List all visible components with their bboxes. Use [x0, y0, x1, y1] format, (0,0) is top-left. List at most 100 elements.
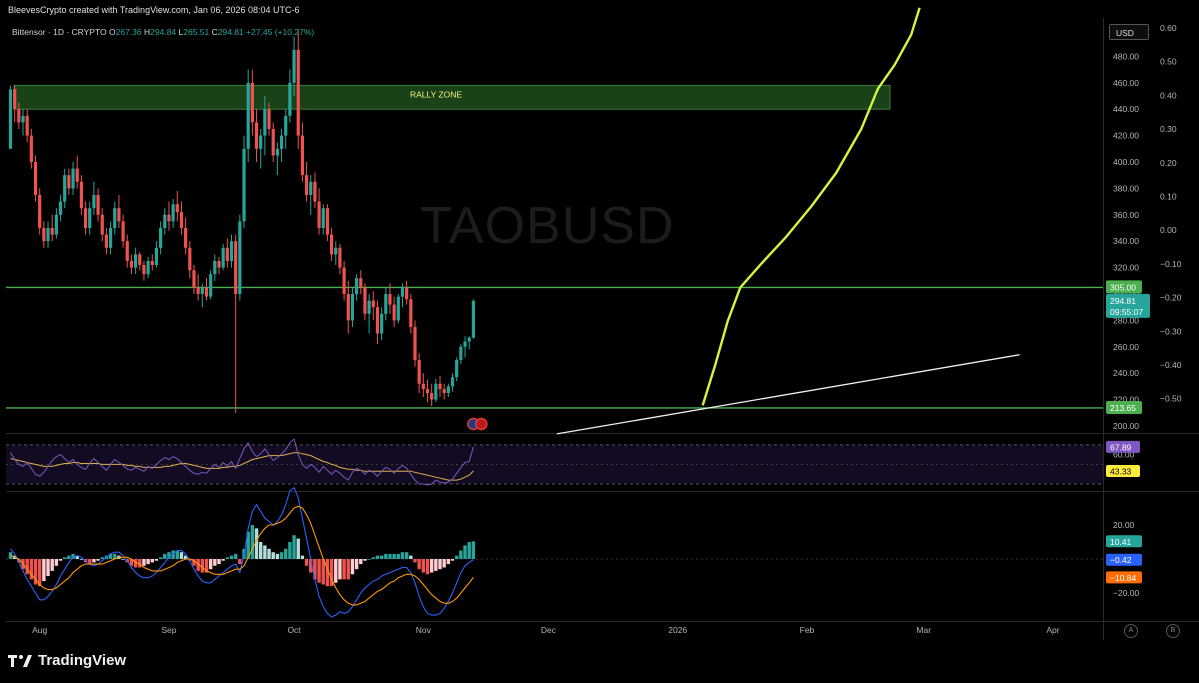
candle-body [92, 195, 96, 209]
projection-curve [701, 7, 921, 406]
change-value: +27.45 (+10.27%) [246, 27, 315, 37]
candle-body [300, 135, 304, 176]
candle-body [413, 327, 417, 360]
high-label: H [144, 27, 151, 37]
macd-histogram-bar [138, 559, 142, 568]
log-scale-button[interactable]: B [1166, 624, 1180, 638]
symbol-legend: Bittensor · 1D · CRYPTO O267.36 H294.84 … [12, 27, 314, 37]
macd-histogram-bar [304, 559, 309, 566]
candle-body [38, 195, 42, 228]
rsi-axis-tick: 60.00 [1113, 450, 1135, 460]
close-label: C [211, 27, 218, 37]
macd-histogram-bar [158, 557, 163, 559]
candle-body [88, 208, 92, 228]
auto-scale-button[interactable]: A [1124, 624, 1138, 638]
candle-body [355, 278, 359, 294]
candle-body [380, 313, 384, 334]
secondary-axis-tick: 0.10 [1160, 192, 1177, 202]
rsi-ma-value-label: 43.33 [1110, 466, 1132, 476]
candle-body [342, 267, 346, 294]
price-axis-tick: 420.00 [1113, 131, 1139, 141]
macd-histogram-bar [446, 559, 451, 565]
candle-body [246, 82, 250, 149]
candle-body [159, 228, 163, 248]
support-price-label: 213.65 [1110, 403, 1136, 413]
candle-body [325, 208, 330, 235]
price-axis-tick: 460.00 [1113, 78, 1139, 88]
candle-body [334, 247, 338, 255]
candle-body [242, 148, 246, 222]
rsi-line [10, 438, 474, 486]
macd-histogram-bar [163, 553, 167, 559]
macd-histogram-bar [404, 552, 409, 559]
signal-line [10, 505, 474, 606]
macd-line [10, 487, 474, 618]
candle-body [67, 175, 71, 189]
macd-histogram-bar [471, 541, 476, 559]
macd-histogram-bar [204, 559, 209, 573]
time-axis-tick: Mar [916, 625, 931, 635]
candle-body [371, 300, 375, 308]
macd-histogram-bar [113, 553, 117, 559]
time-axis-tick: 2026 [668, 625, 687, 635]
resistance-price-label-bg [1106, 280, 1142, 294]
macd-histogram-bar [417, 559, 421, 570]
macd-histogram-bar [429, 559, 434, 573]
macd-histogram-bar [200, 559, 205, 573]
candle-body [459, 346, 463, 360]
macd-histogram-bar [88, 559, 92, 565]
macd-histogram-bar [96, 559, 100, 561]
high-value: 294.84 [150, 27, 177, 37]
macd-histogram-bar [284, 548, 288, 559]
macd-histogram-bar [37, 559, 42, 587]
candle-body [425, 389, 430, 393]
macd-histogram-bar [334, 559, 338, 583]
candle-body [430, 393, 434, 400]
macd-histogram-bar [346, 559, 350, 580]
candle-body [350, 294, 355, 321]
candle-body [309, 181, 313, 195]
macd-histogram-bar [171, 550, 175, 559]
candle-body [209, 274, 213, 297]
macd-histogram-bar [54, 559, 59, 566]
candle-body [138, 254, 142, 265]
macd-histogram-bar [192, 559, 196, 566]
macd-value-label-bg [1106, 553, 1142, 566]
support-price-label-bg [1106, 400, 1142, 414]
macd-histogram-bar [359, 559, 363, 565]
candle-body [367, 300, 371, 314]
symbol-name[interactable]: Bittensor · 1D · CRYPTO [12, 27, 107, 37]
macd-histogram-bar [329, 559, 334, 587]
macd-histogram-bar [42, 559, 46, 582]
candle-body [179, 212, 184, 228]
macd-histogram-bar [384, 553, 388, 559]
candle-body [267, 109, 271, 129]
candle-body [167, 214, 171, 222]
price-axis-tick: 260.00 [1113, 342, 1139, 352]
macd-axis-tick: −20.00 [1113, 588, 1140, 598]
resistance-price-label: 305.00 [1110, 282, 1136, 292]
candle-body [254, 122, 259, 149]
macd-value-label: −0.42 [1110, 555, 1132, 565]
macd-histogram-bar [121, 559, 125, 560]
candle-body [279, 135, 284, 149]
macd-histogram-bar [459, 550, 463, 559]
macd-histogram-bar [233, 553, 238, 559]
candle-body [213, 261, 217, 275]
candle-body [171, 204, 175, 222]
currency-button[interactable]: USD [1109, 24, 1149, 40]
macd-histogram-bar [213, 559, 217, 566]
macd-histogram-bar [33, 559, 38, 585]
low-label: L [178, 27, 184, 37]
macd-histogram-bar [367, 559, 371, 560]
macd-axis-tick: 20.00 [1113, 520, 1135, 530]
candle-body [313, 181, 317, 202]
macd-histogram-bar [363, 559, 367, 561]
rsi-band [6, 444, 1103, 485]
candle-body [188, 247, 192, 271]
candle-body [142, 264, 146, 275]
candle-body [54, 214, 58, 235]
macd-histogram-bar [58, 559, 63, 561]
macd-histogram-bar [400, 552, 405, 559]
